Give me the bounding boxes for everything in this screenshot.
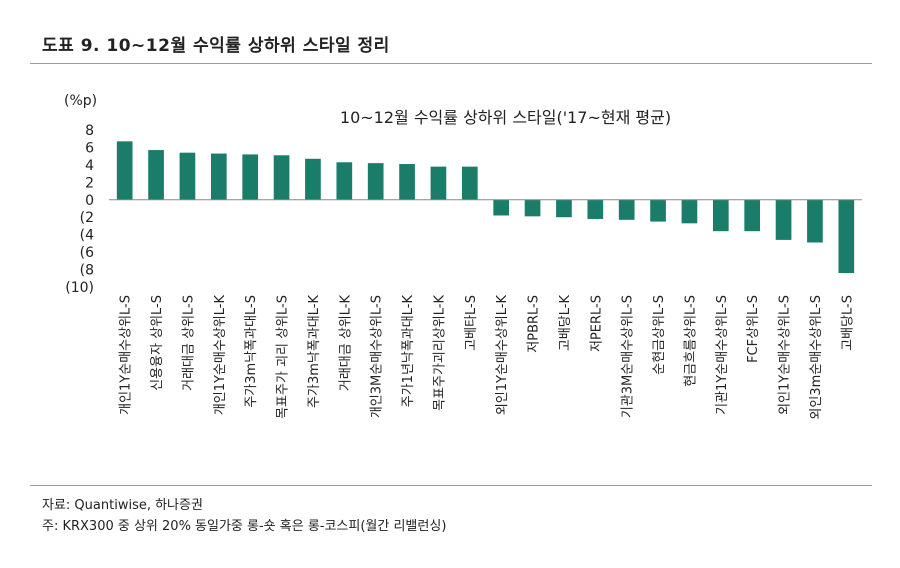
bar: [179, 152, 196, 200]
bar-chart: 10~12월 수익률 상하위 스타일('17~현재 평균) (%p) 86 42 0(2…: [64, 93, 862, 420]
bar: [807, 199, 823, 243]
x-tick-label: 거래대금 상위L-S: [181, 295, 196, 391]
bar: [148, 150, 164, 200]
y-tick-label: 6: [85, 140, 94, 156]
bar: [524, 199, 541, 217]
bar: [618, 199, 635, 220]
y-tick-label: 2: [85, 175, 94, 191]
x-tick-label: 고베타L-S: [464, 295, 479, 351]
y-tick-label: (2: [80, 210, 94, 226]
bar: [336, 162, 353, 200]
top-divider: [30, 63, 872, 64]
source-note: 자료: Quantiwise, 하나증권: [42, 498, 203, 513]
bar: [838, 199, 855, 274]
figure-title: 도표 9. 10~12월 수익률 상하위 스타일 정리: [42, 36, 390, 56]
y-tick-label: (8: [80, 263, 94, 279]
x-tick-label: 기관1Y순매수상위L-S: [715, 295, 730, 415]
x-tick-label: 현금흐름상위L-S: [683, 295, 698, 387]
bar: [305, 158, 321, 200]
bar: [430, 166, 447, 200]
x-tick-label: 개인3M순매수상위L-S: [370, 295, 385, 418]
x-tick-label: 개인1Y순매수상위L-K: [213, 295, 228, 416]
x-tick-label: 외인3m순매수상위L-S: [809, 295, 824, 420]
x-tick-label: 주가3m낙폭과대L-S: [244, 295, 259, 408]
x-tick-label: 주가3m낙폭과대L-K: [307, 295, 322, 408]
x-tick-label: 저PERL-S: [589, 295, 604, 352]
y-tick-label: (6: [80, 245, 94, 261]
bar: [367, 163, 384, 200]
x-tick-label: 목표주가 괴리 상위L-S: [276, 295, 291, 419]
x-tick-label: 주가1년낙폭과대L-K: [401, 295, 416, 408]
x-tick-label: 고배당L-S: [840, 295, 855, 351]
x-tick-label: FCF상위L-S: [746, 295, 761, 363]
bar: [712, 199, 729, 232]
bar: [461, 166, 478, 200]
y-tick-label: 8: [85, 123, 94, 139]
x-tick-label: 기관3M순매수상위L-S: [621, 295, 636, 418]
x-tick-label: 목표주가괴리상위L-K: [432, 295, 447, 411]
bar: [493, 199, 510, 216]
y-tick-label: (4: [80, 228, 94, 244]
bottom-divider: [30, 485, 872, 486]
bar: [650, 199, 666, 222]
bar: [681, 199, 698, 224]
x-tick-label: 거래대금 상위L-K: [338, 295, 353, 392]
bar: [116, 141, 133, 200]
x-tick-label: 저PBRL-S: [527, 295, 542, 353]
bar: [399, 164, 415, 200]
bar: [587, 199, 604, 219]
x-tick-label: 외인1Y순매수상위L-S: [778, 295, 793, 415]
x-tick-label: 고배당L-K: [558, 295, 573, 352]
chart-title: 10~12월 수익률 상하위 스타일('17~현재 평균): [340, 108, 671, 127]
y-axis-label: (%p): [64, 93, 97, 109]
x-tick-label: 개인1Y순매수상위L-S: [119, 295, 134, 415]
x-tick-label: 순현금상위L-S: [652, 295, 667, 375]
bar: [744, 199, 761, 232]
x-tick-label: 외인1Y순매수상위L-K: [495, 295, 510, 416]
y-tick-label: 4: [85, 158, 94, 174]
y-tick-label: 0: [85, 193, 94, 209]
footnote: 주: KRX300 중 상위 20% 동일가중 롱-숏 혹은 롱-코스피(월간 …: [42, 519, 447, 534]
bar: [273, 155, 290, 200]
y-tick-label: (10): [65, 280, 94, 296]
bar: [775, 199, 792, 240]
bar: [556, 199, 572, 218]
bar: [210, 153, 227, 200]
x-tick-label: 신용융자 상위L-S: [150, 295, 165, 391]
bar: [242, 154, 259, 200]
